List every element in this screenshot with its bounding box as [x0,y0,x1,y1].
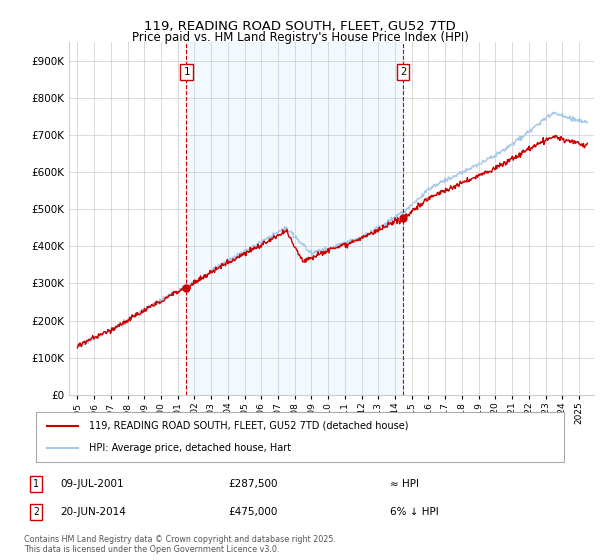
Text: Price paid vs. HM Land Registry's House Price Index (HPI): Price paid vs. HM Land Registry's House … [131,31,469,44]
Text: 1: 1 [33,479,39,489]
FancyBboxPatch shape [36,412,564,462]
Text: £475,000: £475,000 [228,507,277,517]
Text: 6% ↓ HPI: 6% ↓ HPI [390,507,439,517]
Text: £287,500: £287,500 [228,479,277,489]
Text: 2: 2 [400,67,406,77]
Text: 119, READING ROAD SOUTH, FLEET, GU52 7TD: 119, READING ROAD SOUTH, FLEET, GU52 7TD [144,20,456,32]
Bar [187,42,403,395]
Text: 09-JUL-2001: 09-JUL-2001 [60,479,124,489]
Text: 119, READING ROAD SOUTH, FLEET, GU52 7TD (detached house): 119, READING ROAD SOUTH, FLEET, GU52 7TD… [89,421,409,431]
Text: ≈ HPI: ≈ HPI [390,479,419,489]
Text: 1: 1 [183,67,190,77]
Text: Contains HM Land Registry data © Crown copyright and database right 2025.
This d: Contains HM Land Registry data © Crown c… [24,535,336,554]
Text: 20-JUN-2014: 20-JUN-2014 [60,507,126,517]
Text: HPI: Average price, detached house, Hart: HPI: Average price, detached house, Hart [89,443,291,453]
Text: 2: 2 [33,507,39,517]
